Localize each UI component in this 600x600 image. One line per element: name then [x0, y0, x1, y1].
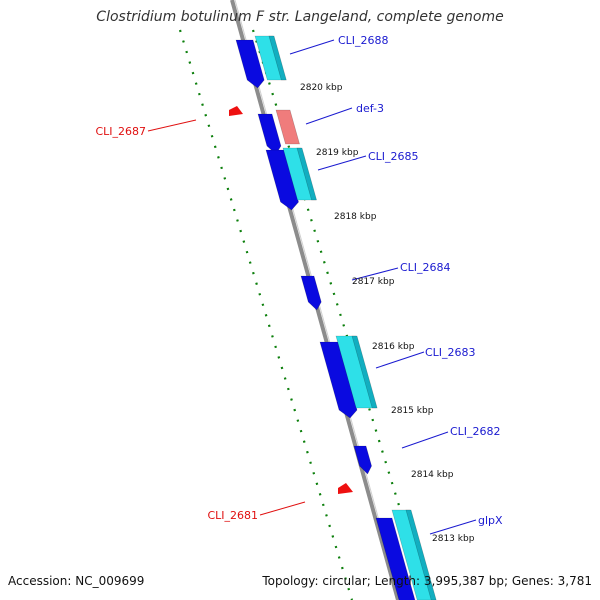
cds-block-5: [319, 341, 358, 419]
cds-block-7: [375, 517, 416, 600]
leader-line: [305, 107, 353, 125]
kbp-tick-label: 2820 kbp: [300, 83, 343, 93]
leader-line: [375, 351, 425, 369]
cds-block-2: [257, 113, 282, 155]
leader-line: [147, 119, 197, 132]
kbp-tick-label: 2817 kbp: [352, 277, 395, 287]
kbp-tick-label: 2818 kbp: [334, 212, 377, 222]
genome-title: Clostridium botulinum F str. Langeland, …: [96, 9, 504, 25]
topology-text: Topology: circular; Length: 3,995,387 bp…: [262, 574, 592, 588]
gene-label-cli-2683: CLI_2683: [425, 346, 476, 359]
gene-label-cli-2685: CLI_2685: [368, 150, 419, 163]
trna-cli-2681: [338, 483, 353, 494]
gene-label-cli-2687: CLI_2687: [95, 125, 146, 138]
cyan-block-4-shade: [405, 509, 437, 600]
kbp-tick-label: 2813 kbp: [432, 534, 475, 544]
cds-block-3: [265, 149, 299, 211]
cds-block-1: [235, 39, 265, 89]
accession-text: Accession: NC_009699: [8, 574, 145, 588]
kbp-tick-label: 2814 kbp: [411, 470, 454, 480]
cyan-block-3-shade: [351, 335, 378, 409]
leader-line: [317, 155, 367, 171]
gene-label-cli-2681: CLI_2681: [207, 509, 258, 522]
gene-label-cli-2688: CLI_2688: [338, 34, 389, 47]
leader-line: [351, 267, 399, 281]
kbp-tick-label: 2815 kbp: [391, 406, 434, 416]
gene-label-def-3: def-3: [356, 102, 384, 115]
kbp-ruler: 2820 kbp 2819 kbp 2818 kbp 2817 kbp 2816 kbp…: [300, 83, 475, 544]
gene-features: [229, 35, 437, 600]
cyan-block-2-shade: [296, 147, 317, 201]
leader-line: [429, 519, 477, 535]
cds-block-6: [353, 445, 372, 475]
outer-dotted-track: [178, 29, 354, 600]
cds-block-4: [300, 275, 322, 311]
rrna-block: [275, 109, 300, 145]
gene-label-glpx: glpX: [478, 514, 503, 527]
trna-cli-2687: [229, 106, 243, 116]
gene-labels: CLI_2688 def-3 CLI_2685 CLI_2684 CLI_2683 CLI…: [95, 34, 503, 527]
gene-label-cli-2684: CLI_2684: [400, 261, 451, 274]
leader-line: [289, 39, 335, 55]
cyan-block-1-shade: [268, 35, 287, 81]
kbp-tick-label: 2816 kbp: [372, 342, 415, 352]
kbp-tick-label: 2819 kbp: [316, 148, 359, 158]
leader-line: [259, 501, 306, 516]
label-leader-lines: [147, 39, 477, 535]
gene-label-cli-2682: CLI_2682: [450, 425, 501, 438]
leader-line: [401, 431, 449, 449]
